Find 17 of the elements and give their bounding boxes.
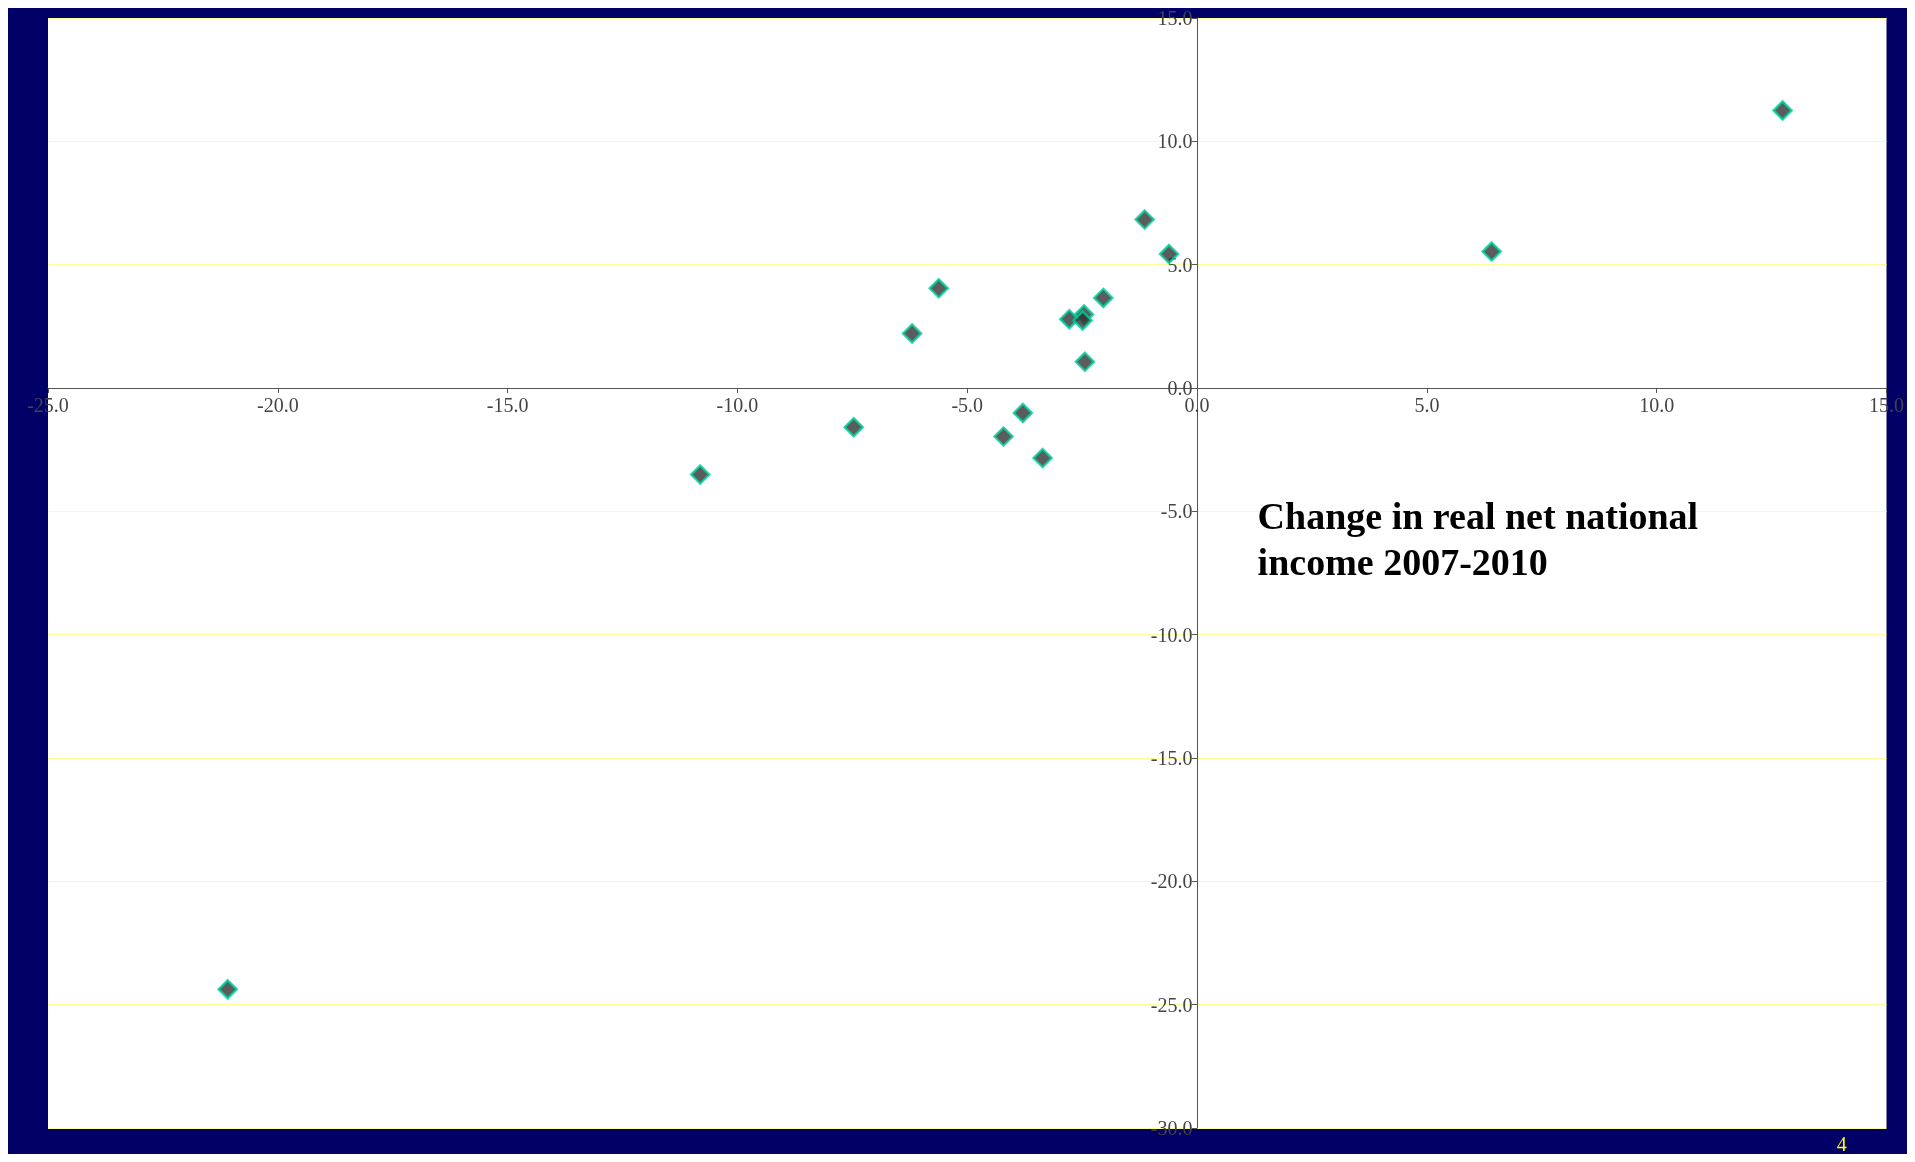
- y-tick-label: -10.0: [1150, 623, 1193, 646]
- x-tick-label: -20.0: [256, 394, 299, 417]
- x-tick-label: 5.0: [1414, 394, 1440, 417]
- y-tick-label: 5.0: [1167, 253, 1193, 276]
- y-tick-label: -30.0: [1150, 1117, 1193, 1139]
- text: 4: [1836, 1133, 1847, 1155]
- y-tick-label: -20.0: [1150, 870, 1193, 893]
- y-tick-label: 10.0: [1157, 130, 1193, 153]
- x-tick-label: 10.0: [1639, 394, 1675, 417]
- text: Change in real net national income 2007-2010: [1257, 495, 1708, 583]
- y-tick-label: -25.0: [1150, 993, 1193, 1016]
- y-tick-label: -5.0: [1160, 500, 1193, 523]
- x-tick-label: -15.0: [486, 394, 529, 417]
- x-tick-label: -5.0: [951, 394, 984, 417]
- x-tick-label: -10.0: [716, 394, 759, 417]
- x-tick-label: -25.0: [27, 394, 69, 417]
- y-tick-label: -15.0: [1150, 747, 1193, 769]
